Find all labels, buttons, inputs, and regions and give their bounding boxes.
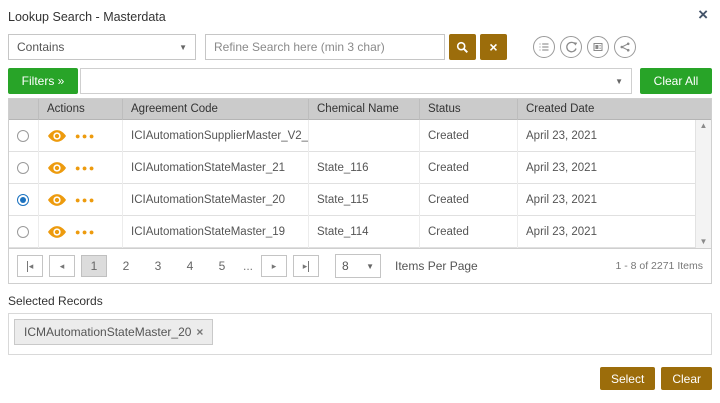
pagination-ellipsis: ... bbox=[243, 259, 254, 273]
share-icon[interactable] bbox=[614, 36, 636, 58]
items-per-page-value: 8 bbox=[342, 259, 349, 273]
cell-chemical-name: State_115 bbox=[309, 184, 420, 216]
applied-filters-bar[interactable]: ▼ bbox=[80, 68, 632, 94]
search-operator-value: Contains bbox=[17, 40, 65, 54]
table-body: ●●● ICIAutomationSupplierMaster_V2_18 Cr… bbox=[9, 120, 711, 248]
vertical-scrollbar[interactable]: ▲ ▼ bbox=[695, 120, 711, 248]
column-header-radio bbox=[9, 99, 39, 120]
cell-status: Created bbox=[420, 120, 518, 152]
page-number-button[interactable]: 2 bbox=[122, 259, 130, 273]
cell-status: Created bbox=[420, 184, 518, 216]
items-per-page-select[interactable]: 8 ▼ bbox=[335, 254, 382, 278]
search-button[interactable] bbox=[449, 34, 476, 60]
table-header: Actions Agreement Code Chemical Name Sta… bbox=[9, 99, 711, 120]
chip-remove-icon[interactable]: × bbox=[196, 325, 204, 339]
close-icon[interactable]: × bbox=[698, 5, 708, 24]
row-radio[interactable] bbox=[17, 130, 29, 142]
results-range-text: 1 - 8 of 2271 Items bbox=[615, 260, 703, 272]
cell-created-date: April 23, 2021 bbox=[526, 162, 597, 174]
chevron-down-icon: ▼ bbox=[615, 76, 623, 86]
last-page-button[interactable]: ▸ bbox=[293, 255, 320, 277]
clear-button[interactable]: Clear bbox=[661, 367, 712, 390]
next-page-button[interactable]: ▸ bbox=[261, 255, 288, 277]
more-actions-icon[interactable]: ●●● bbox=[75, 195, 96, 205]
clear-search-icon: × bbox=[489, 39, 498, 55]
cell-chemical-name: State_114 bbox=[309, 216, 420, 248]
results-table: Actions Agreement Code Chemical Name Sta… bbox=[8, 98, 712, 248]
cell-agreement-code: ICIAutomationSupplierMaster_V2_18 bbox=[123, 120, 309, 152]
cell-agreement-code: ICIAutomationStateMaster_19 bbox=[123, 216, 309, 248]
cell-status: Created bbox=[420, 152, 518, 184]
dialog-header: Lookup Search - Masterdata × bbox=[8, 5, 712, 24]
dialog-title: Lookup Search - Masterdata bbox=[8, 10, 166, 24]
column-header-status: Status bbox=[420, 99, 518, 120]
table-row: ●●● ICIAutomationStateMaster_19 State_11… bbox=[9, 216, 695, 248]
pagination-bar: ◂ ◂ 1 2 3 4 5 ... ▸ ▸ 8 ▼ Items Per Page… bbox=[8, 248, 712, 284]
row-radio[interactable] bbox=[17, 162, 29, 174]
more-actions-icon[interactable]: ●●● bbox=[75, 131, 96, 141]
chip-label: ICMAutomationStateMaster_20 bbox=[24, 325, 192, 339]
clear-search-button[interactable]: × bbox=[480, 34, 507, 60]
prev-page-button[interactable]: ◂ bbox=[49, 255, 75, 277]
items-per-page-label: Items Per Page bbox=[395, 259, 478, 273]
more-actions-icon[interactable]: ●●● bbox=[75, 227, 96, 237]
preview-eye-icon[interactable] bbox=[47, 194, 67, 206]
page-number-button[interactable]: 3 bbox=[154, 259, 162, 273]
search-icon bbox=[456, 41, 469, 54]
toolbar-icons bbox=[533, 36, 636, 58]
page-number-button[interactable]: 1 bbox=[81, 255, 107, 277]
table-row: ●●● ICIAutomationStateMaster_21 State_11… bbox=[9, 152, 695, 184]
selected-record-chip[interactable]: ICMAutomationStateMaster_20 × bbox=[14, 319, 214, 345]
more-actions-icon[interactable]: ●●● bbox=[75, 163, 96, 173]
row-radio[interactable] bbox=[17, 194, 29, 206]
column-header-agreement-code: Agreement Code bbox=[123, 99, 309, 120]
clear-all-button[interactable]: Clear All bbox=[640, 68, 712, 94]
preview-eye-icon[interactable] bbox=[47, 226, 67, 238]
cell-created-date: April 23, 2021 bbox=[526, 194, 597, 206]
filters-button[interactable]: Filters » bbox=[8, 68, 78, 94]
cell-created-date: April 23, 2021 bbox=[526, 130, 597, 142]
chevron-down-icon: ▼ bbox=[179, 42, 187, 52]
preview-eye-icon[interactable] bbox=[47, 130, 67, 142]
cell-status: Created bbox=[420, 216, 518, 248]
search-row: Contains ▼ × bbox=[8, 34, 712, 60]
scroll-up-icon[interactable]: ▲ bbox=[699, 121, 708, 130]
column-header-created-date: Created Date bbox=[526, 103, 595, 115]
page-number-button[interactable]: 5 bbox=[218, 259, 226, 273]
cell-agreement-code: ICIAutomationStateMaster_21 bbox=[123, 152, 309, 184]
column-header-chemical-name: Chemical Name bbox=[309, 99, 420, 120]
column-header-actions: Actions bbox=[39, 99, 123, 120]
row-radio[interactable] bbox=[17, 226, 29, 238]
table-row: ●●● ICIAutomationSupplierMaster_V2_18 Cr… bbox=[9, 120, 695, 152]
report-icon[interactable] bbox=[587, 36, 609, 58]
cell-chemical-name bbox=[309, 120, 420, 152]
selected-records-box: ICMAutomationStateMaster_20 × bbox=[8, 313, 712, 355]
first-page-button[interactable]: ◂ bbox=[17, 255, 43, 277]
scroll-down-icon[interactable]: ▼ bbox=[699, 237, 708, 246]
table-row: ●●● ICIAutomationStateMaster_20 State_11… bbox=[9, 184, 695, 216]
preview-eye-icon[interactable] bbox=[47, 162, 67, 174]
search-input[interactable] bbox=[205, 34, 445, 60]
page-number-button[interactable]: 4 bbox=[186, 259, 194, 273]
cell-agreement-code: ICIAutomationStateMaster_20 bbox=[123, 184, 309, 216]
selected-records-label: Selected Records bbox=[8, 294, 103, 308]
chevron-down-icon: ▼ bbox=[366, 261, 375, 271]
list-icon[interactable] bbox=[533, 36, 555, 58]
select-button[interactable]: Select bbox=[599, 367, 656, 390]
refresh-icon[interactable] bbox=[560, 36, 582, 58]
search-operator-select[interactable]: Contains ▼ bbox=[8, 34, 196, 60]
filter-row: Filters » ▼ Clear All bbox=[8, 68, 712, 94]
dialog-footer: Select Clear bbox=[599, 367, 712, 390]
cell-created-date: April 23, 2021 bbox=[526, 226, 597, 238]
cell-chemical-name: State_116 bbox=[309, 152, 420, 184]
